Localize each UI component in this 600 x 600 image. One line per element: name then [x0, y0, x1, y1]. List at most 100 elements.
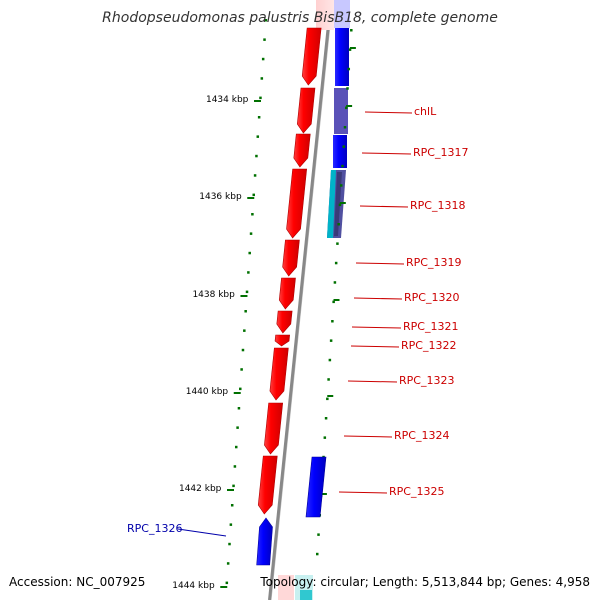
minor-tick — [264, 19, 268, 22]
minor-tick — [237, 407, 241, 410]
inner-minor-tick — [342, 145, 345, 148]
minor-tick — [257, 116, 261, 119]
gene-label-connector — [177, 528, 227, 537]
inner-minor-tick — [339, 184, 343, 187]
minor-tick — [226, 562, 230, 565]
minor-tick — [243, 329, 246, 332]
gene-label-connector — [359, 205, 409, 208]
forward-gene-arrow — [293, 133, 311, 168]
accession-text: Accession: NC_007925 — [9, 575, 146, 589]
minor-tick — [228, 542, 231, 546]
inner-minor-tick — [327, 378, 330, 381]
reverse-gene-block — [335, 28, 349, 86]
gene-label: RPC_1319 — [406, 256, 462, 269]
inner-minor-tick — [333, 281, 337, 284]
inner-minor-tick — [347, 67, 351, 71]
inner-minor-tick — [348, 48, 352, 51]
inner-minor-tick — [323, 436, 327, 439]
inner-minor-tick — [338, 203, 342, 207]
minor-tick — [244, 310, 247, 313]
gene-label-connector — [338, 491, 388, 494]
minor-tick — [236, 426, 239, 429]
forward-gene-arrow — [269, 347, 289, 401]
tick-label: 1442 kbp — [178, 484, 222, 494]
inner-minor-tick — [324, 417, 328, 420]
inner-minor-tick — [328, 358, 332, 362]
minor-tick — [234, 445, 238, 449]
gene-label-connector — [355, 262, 405, 265]
minor-tick — [247, 271, 250, 274]
inner-minor-tick — [350, 29, 353, 32]
partial-gene-bottom — [278, 575, 294, 600]
gene-label: RPC_1326 — [127, 522, 183, 535]
gene-label-connector — [343, 435, 393, 438]
gene-label: RPC_1318 — [410, 199, 466, 212]
inner-minor-tick — [345, 106, 348, 110]
inner-minor-tick — [331, 320, 334, 323]
gene-block-dark — [334, 172, 342, 236]
minor-tick — [229, 523, 233, 526]
minor-tick — [259, 96, 262, 100]
reverse-gene-arrow-rpc1326 — [256, 517, 273, 566]
inner-minor-tick — [317, 533, 320, 536]
forward-gene-arrow — [264, 402, 284, 455]
minor-tick — [240, 368, 243, 371]
forward-gene-arrow — [274, 334, 290, 347]
backbone-line — [268, 0, 333, 600]
gene-label: RPC_1323 — [399, 374, 455, 387]
gene-label: RPC_1317 — [413, 146, 469, 159]
gene-label-connector — [351, 326, 402, 329]
partial-gene-top — [316, 0, 334, 30]
reverse-gene-block — [333, 135, 347, 168]
gene-label: RPC_1321 — [403, 320, 459, 333]
gene-label-connector — [361, 152, 412, 155]
inner-minor-tick — [341, 164, 344, 168]
minor-tick — [253, 174, 257, 177]
inner-minor-tick — [334, 261, 338, 265]
gene-label-connector — [353, 297, 403, 300]
gene-label: RPC_1324 — [394, 429, 450, 442]
minor-tick — [241, 348, 245, 352]
forward-gene-arrow — [286, 168, 308, 239]
forward-gene-arrow — [278, 277, 296, 310]
inner-minor-tick — [343, 126, 347, 129]
forward-gene-arrow — [296, 87, 316, 134]
inner-minor-tick — [332, 300, 335, 304]
minor-tick — [245, 290, 249, 294]
inner-minor-tick — [326, 397, 329, 401]
inner-minor-tick — [337, 223, 340, 226]
gene-label-connector — [347, 380, 398, 383]
partial-rna-bottom — [300, 590, 312, 600]
minor-tick — [263, 38, 266, 41]
tick-label: 1434 kbp — [205, 95, 249, 105]
inner-minor-tick — [329, 339, 333, 342]
gene-block-chlL — [334, 88, 348, 134]
tick-label: 1440 kbp — [185, 387, 229, 397]
minor-tick — [225, 581, 229, 585]
topology-text: Topology: circular; Length: 5,513,844 bp… — [260, 575, 590, 589]
gene-label: chlL — [414, 105, 437, 118]
minor-tick — [249, 232, 253, 235]
minor-tick — [251, 213, 254, 216]
forward-gene-arrow — [276, 310, 293, 334]
minor-tick — [256, 135, 260, 138]
minor-tick — [260, 77, 264, 80]
minor-tick — [261, 57, 265, 61]
forward-gene-arrow — [301, 27, 322, 86]
minor-tick — [233, 465, 237, 468]
tick-label: 1436 kbp — [199, 192, 242, 202]
map-title: Rhodopseudomonas palustris BisB18, compl… — [102, 10, 498, 26]
gene-label: RPC_1322 — [401, 339, 457, 352]
minor-tick — [252, 193, 255, 197]
gene-label: RPC_1320 — [404, 291, 460, 304]
forward-gene-arrow — [257, 455, 278, 515]
gene-label-connector — [364, 111, 413, 114]
partial-gene-top-blue — [334, 0, 350, 28]
forward-gene-arrow — [282, 239, 300, 277]
reverse-gene-arrow — [305, 456, 327, 518]
minor-tick — [230, 504, 234, 507]
gene-label-connector — [350, 345, 400, 348]
inner-minor-tick — [346, 87, 349, 90]
inner-minor-tick — [336, 242, 339, 245]
